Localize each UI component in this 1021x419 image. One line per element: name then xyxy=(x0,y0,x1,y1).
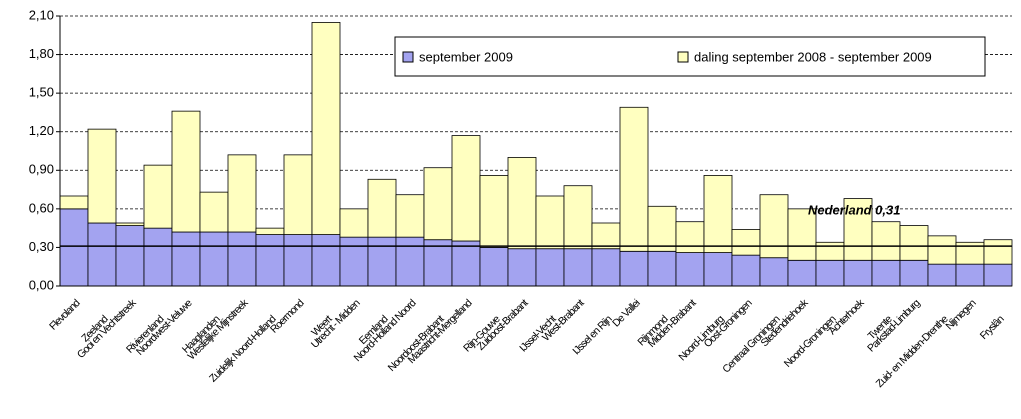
bar-segment xyxy=(703,252,733,287)
bar-segment xyxy=(115,225,145,287)
bar-segment xyxy=(759,194,789,259)
bar-segment xyxy=(143,164,173,229)
bar-segment xyxy=(815,259,845,287)
bar-segment xyxy=(535,248,565,287)
bar-segment xyxy=(283,154,313,235)
y-tick-label: 0,90 xyxy=(29,162,54,177)
bar-segment xyxy=(199,231,229,287)
y-tick-label: 0,00 xyxy=(29,277,54,292)
x-tick-label: IJssel en Rijn xyxy=(570,313,614,357)
bar-segment xyxy=(451,240,481,287)
bar-segment xyxy=(59,208,89,287)
bar-segment xyxy=(311,22,341,235)
bar-segment xyxy=(871,259,901,287)
bar-segment xyxy=(815,241,845,261)
y-tick-label: 1,50 xyxy=(29,85,54,100)
bar-segment xyxy=(367,178,397,238)
y-tick-label: 1,20 xyxy=(29,123,54,138)
bar-segment xyxy=(143,227,173,287)
bar-segment xyxy=(563,248,593,287)
bar-segment xyxy=(899,259,929,287)
bar-segment xyxy=(703,175,733,253)
bar-segment xyxy=(339,236,369,287)
bar-segment xyxy=(227,154,257,233)
legend-label: september 2009 xyxy=(419,49,513,64)
bar-segment xyxy=(619,250,649,287)
bar-segment xyxy=(507,157,537,250)
bar-segment xyxy=(675,221,705,253)
bar-segment xyxy=(563,185,593,250)
bar-segment xyxy=(199,191,229,233)
bar-segment xyxy=(647,250,677,287)
bar-segment xyxy=(871,221,901,261)
bar-segment xyxy=(647,205,677,252)
bar-segment xyxy=(479,175,509,248)
bar-segment xyxy=(87,128,117,224)
bar-segment xyxy=(87,222,117,287)
y-tick-label: 1,80 xyxy=(29,46,54,61)
bar-segment xyxy=(535,195,565,250)
legend-label: daling september 2008 - september 2009 xyxy=(694,49,932,64)
bar-segment xyxy=(899,225,929,261)
bar-segment xyxy=(311,234,341,287)
bar-segment xyxy=(619,106,649,252)
bar-segment xyxy=(675,252,705,287)
bar-segment xyxy=(983,239,1013,265)
bar-segment xyxy=(283,234,313,287)
bar-segment xyxy=(927,263,957,287)
bar-segment xyxy=(339,208,369,238)
bar-segment xyxy=(759,257,789,287)
bar-segment xyxy=(983,263,1013,287)
bar-segment xyxy=(451,135,481,242)
bar-segment xyxy=(395,236,425,287)
x-tick-label: Flevoland xyxy=(47,297,83,333)
x-tick-label: Nijmegen xyxy=(943,297,979,333)
bar-segment xyxy=(731,229,761,256)
y-tick-label: 0,60 xyxy=(29,200,54,215)
bar-segment xyxy=(255,234,285,287)
bar-segment xyxy=(591,248,621,287)
bar-segment xyxy=(59,195,89,210)
reference-label: Nederland 0,31 xyxy=(808,202,901,217)
bar-segment xyxy=(115,222,145,226)
x-tick-label: De Vallei xyxy=(610,297,642,329)
bar-segment xyxy=(843,259,873,287)
bar-segment xyxy=(787,208,817,261)
bar-segment xyxy=(171,231,201,287)
bar-segment xyxy=(395,194,425,238)
legend-box xyxy=(394,36,986,77)
legend-swatch xyxy=(677,51,689,63)
bar-segment xyxy=(731,254,761,287)
bar-segment xyxy=(171,110,201,233)
bar-segment xyxy=(255,227,285,235)
bar-segment xyxy=(787,259,817,287)
bar-segment xyxy=(423,167,453,241)
bar-segment xyxy=(507,248,537,287)
bar-segment xyxy=(955,263,985,287)
y-tick-label: 2,10 xyxy=(29,7,54,22)
bar-segment xyxy=(479,247,509,287)
legend-swatch xyxy=(402,51,414,63)
bar-segment xyxy=(591,222,621,250)
bar-segment xyxy=(927,235,957,265)
bar-segment xyxy=(367,236,397,287)
y-tick-label: 0,30 xyxy=(29,239,54,254)
bar-segment xyxy=(843,198,873,261)
x-tick-label: Roermond xyxy=(268,297,307,336)
bar-segment xyxy=(227,231,257,287)
x-tick-label: Fryslân xyxy=(978,313,1007,342)
